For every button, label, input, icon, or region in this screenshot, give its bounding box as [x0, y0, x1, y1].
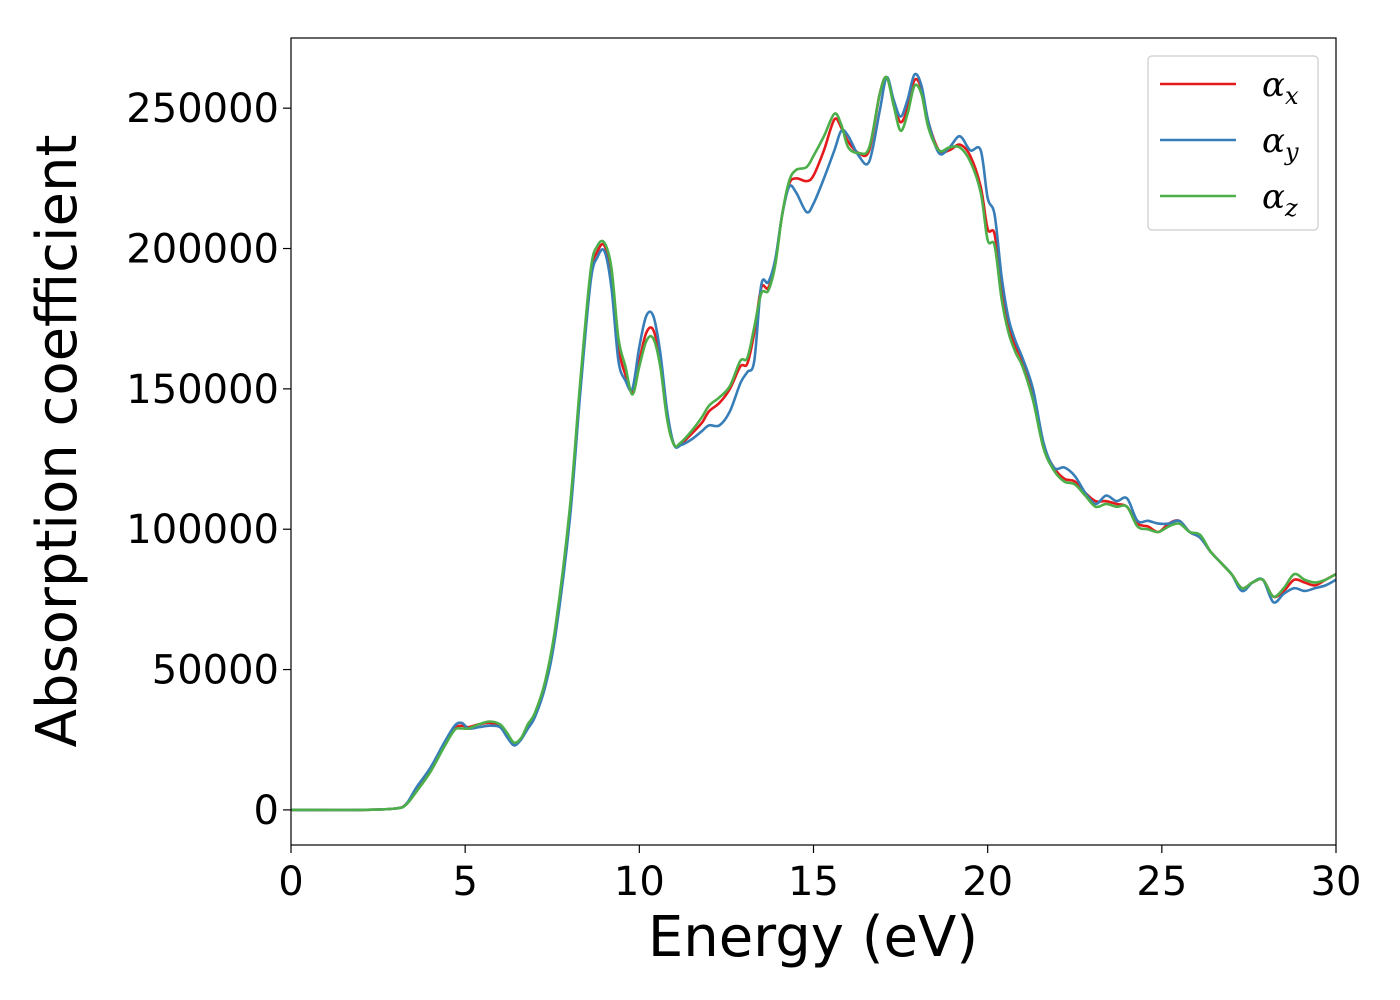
x-tick-label: 0	[278, 859, 303, 905]
y-tick-label: 200000	[126, 227, 279, 273]
legend-subscript-y: y	[1284, 138, 1299, 166]
y-tick-label: 150000	[126, 367, 279, 413]
x-tick-label: 15	[788, 859, 839, 905]
x-tick-label: 30	[1311, 859, 1362, 905]
x-tick-label: 5	[452, 859, 477, 905]
legend-frame	[1147, 55, 1319, 231]
x-axis-title: Energy (eV)	[648, 905, 978, 970]
x-tick-label: 25	[1136, 859, 1187, 905]
y-tick-label: 0	[254, 788, 279, 834]
series-line-z	[291, 75, 1336, 812]
y-tick-label: 250000	[126, 86, 279, 132]
series-layer	[291, 72, 1336, 812]
legend-subscript-z: z	[1284, 194, 1298, 222]
x-tick-label: 10	[614, 859, 665, 905]
y-tick-label: 50000	[152, 648, 279, 694]
legend-subscript-x: x	[1285, 82, 1299, 110]
series-line-y	[291, 72, 1336, 812]
x-axis: 0 5 10 15 20 25 30	[278, 845, 1361, 905]
y-tick-label: 100000	[126, 507, 279, 553]
y-axis-title: Absorption coefficient	[25, 135, 90, 748]
x-tick-label: 20	[962, 859, 1013, 905]
y-axis: 0 50000 100000 150000 200000 250000	[126, 86, 291, 834]
